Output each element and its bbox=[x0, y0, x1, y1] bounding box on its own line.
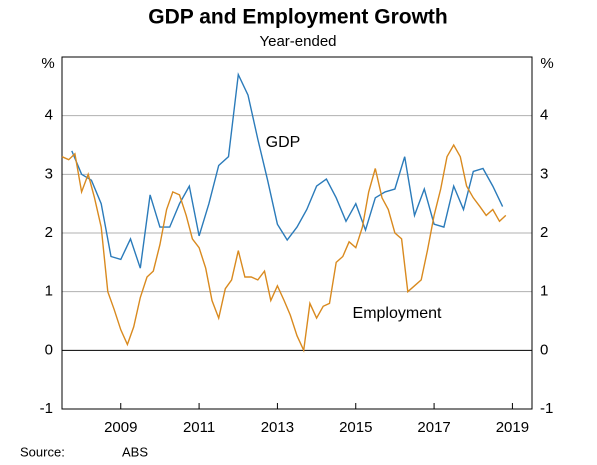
source: ABS bbox=[122, 444, 148, 459]
y-tick-label: 3 bbox=[45, 165, 53, 182]
y-tick-label-right: 0 bbox=[540, 341, 548, 358]
y-tick-label-right: 2 bbox=[540, 224, 548, 241]
x-tick-label: 2019 bbox=[496, 419, 529, 436]
y-tick-label: 4 bbox=[45, 107, 53, 124]
series-label: GDP bbox=[266, 134, 301, 151]
chart-subtitle: Year-ended bbox=[259, 33, 336, 50]
chart-title: GDP and Employment Growth bbox=[148, 6, 447, 29]
source-label: Source: bbox=[20, 444, 65, 459]
y-tick-label-right: 1 bbox=[540, 283, 548, 300]
y-tick-label-right: 3 bbox=[540, 165, 548, 182]
x-tick-label: 2013 bbox=[261, 419, 294, 436]
x-tick-label: 2017 bbox=[417, 419, 450, 436]
y-unit-left: % bbox=[41, 55, 54, 72]
y-tick-label: 1 bbox=[45, 283, 53, 300]
x-tick-label: 2011 bbox=[183, 419, 215, 436]
y-tick-label-right: 4 bbox=[540, 107, 548, 124]
y-unit-right: % bbox=[540, 55, 553, 72]
y-tick-label: 0 bbox=[45, 341, 53, 358]
series-line bbox=[71, 72, 504, 269]
series-line bbox=[61, 143, 507, 353]
y-tick-label-right: -1 bbox=[540, 400, 553, 417]
plot-frame bbox=[61, 56, 533, 410]
y-tick-label: 2 bbox=[45, 224, 53, 241]
y-tick-label: -1 bbox=[40, 400, 53, 417]
series-label: Employment bbox=[353, 305, 442, 322]
x-tick-label: 2009 bbox=[104, 419, 137, 436]
x-tick-label: 2015 bbox=[339, 419, 372, 436]
